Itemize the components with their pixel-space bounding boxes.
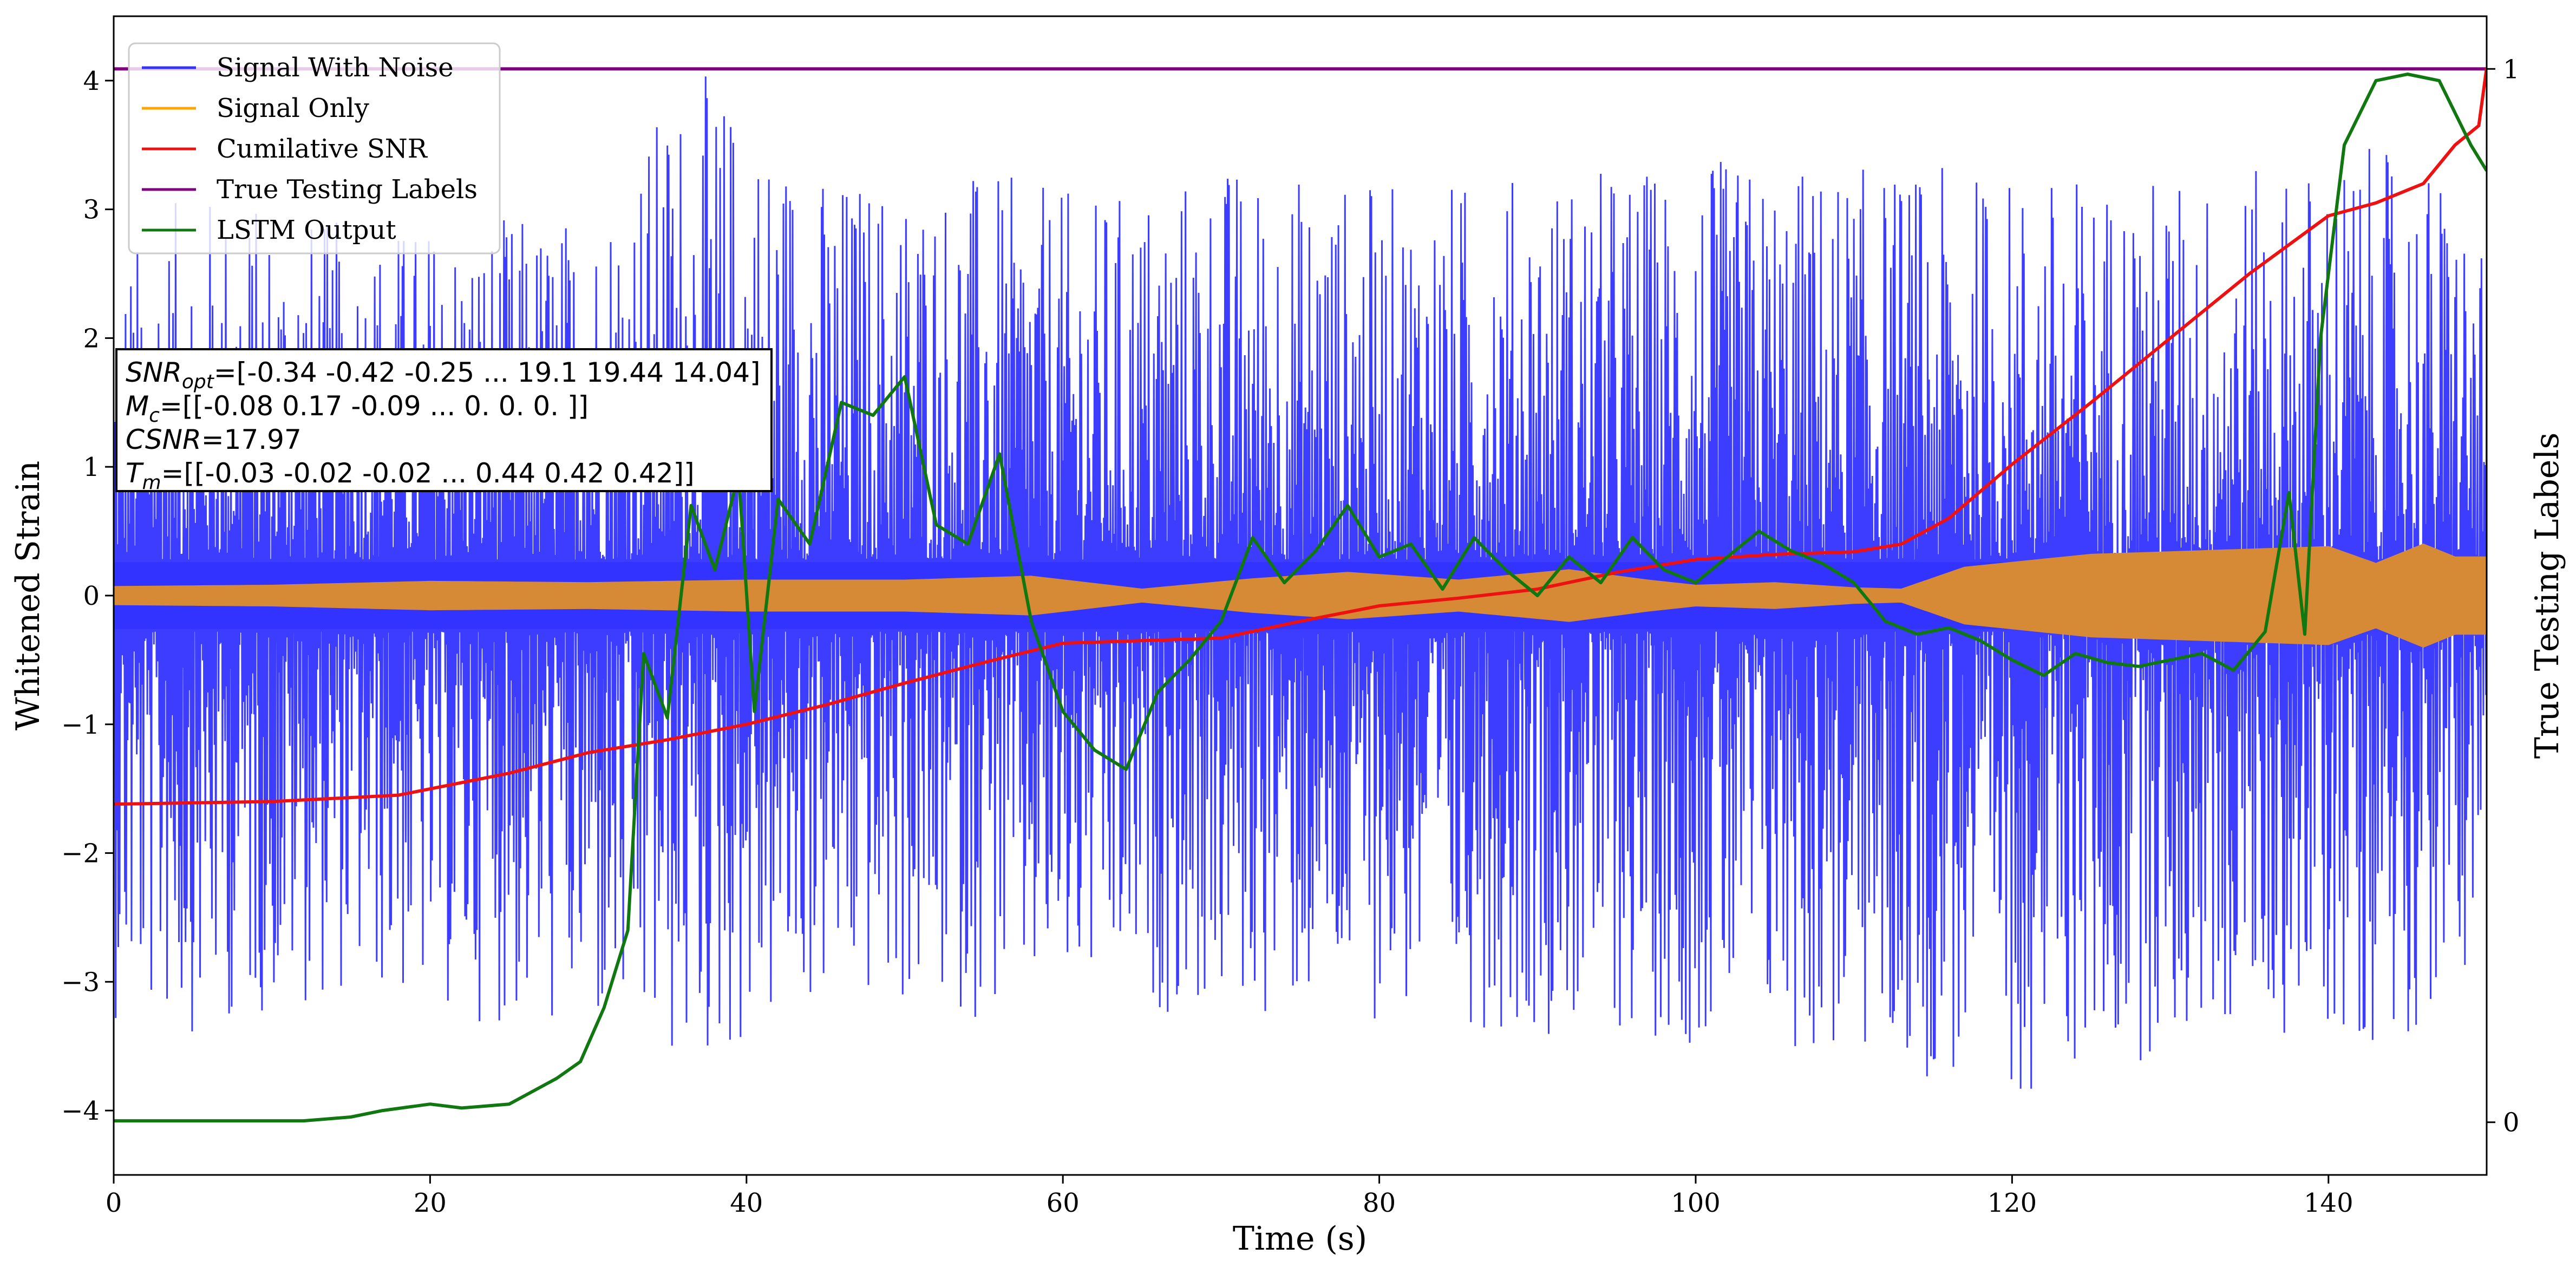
y-right-tick-label: 1 — [2503, 54, 2520, 84]
y-right-axis-label: True Testing Labels — [2528, 433, 2566, 759]
legend-label-cumilative-snr: Cumilative SNR — [217, 134, 428, 164]
signal-only-band — [114, 543, 2487, 648]
y-axis-label: Whitened Strain — [9, 461, 47, 730]
x-tick-label: 100 — [1671, 1188, 1721, 1218]
data-layer — [114, 67, 2487, 1123]
x-axis-label: Time (s) — [1233, 1220, 1367, 1258]
legend: Signal With Noise Signal Only Cumilative S… — [128, 42, 501, 254]
legend-label-signal-with-noise: Signal With Noise — [217, 53, 454, 83]
y-tick-label: −2 — [61, 839, 100, 869]
x-tick-label: 0 — [106, 1188, 122, 1218]
y-tick-label: 1 — [83, 452, 100, 482]
series-signal-only — [114, 543, 2487, 648]
cumilative-snr-line — [114, 67, 2487, 806]
x-tick-label: 40 — [730, 1188, 763, 1218]
annotation-box: SNRopt=[-0.34 -0.42 -0.25 ... 19.1 19.44… — [115, 348, 773, 494]
y-tick-label: 3 — [83, 195, 100, 225]
y-tick-label: −3 — [61, 967, 100, 997]
series-cumilative-snr — [114, 67, 2487, 806]
x-tick-label: 120 — [1987, 1188, 2037, 1218]
x-tick-label: 20 — [414, 1188, 447, 1218]
legend-label-true-testing-labels: True Testing Labels — [217, 174, 478, 205]
x-tick-label: 80 — [1363, 1188, 1396, 1218]
x-tick-label: 60 — [1047, 1188, 1080, 1218]
signal-with-noise-line — [114, 76, 2487, 1089]
legend-box — [128, 42, 501, 254]
annotation-line: Mc=[[-0.08 0.17 -0.09 ... 0. 0. 0. ]] — [126, 390, 589, 427]
y-tick-label: −1 — [61, 710, 100, 740]
y-tick-label: 4 — [83, 66, 100, 96]
y-axis-ticks: −4 −3 −2 −1 0 1 2 3 4 — [61, 66, 114, 1126]
y-tick-label: 0 — [83, 581, 100, 611]
legend-label-signal-only: Signal Only — [217, 93, 369, 123]
y-tick-label: 2 — [83, 323, 100, 354]
x-axis-ticks: 0 20 40 60 80 100 120 140 — [106, 1175, 2353, 1218]
lstm-output-line — [114, 73, 2487, 1123]
y-tick-label: −4 — [61, 1096, 100, 1126]
annotation-line: CSNR=17.97 — [126, 424, 302, 455]
y-right-tick-label: 0 — [2503, 1108, 2520, 1138]
series-lstm-output — [114, 73, 2487, 1123]
legend-label-lstm-output: LSTM Output — [217, 215, 396, 245]
x-tick-label: 140 — [2304, 1188, 2353, 1218]
annotation-line: SNRopt=[-0.34 -0.42 -0.25 ... 19.1 19.44… — [126, 357, 761, 393]
annotation-frame — [115, 348, 773, 492]
annotation-line: Tm=[[-0.03 -0.02 -0.02 ... 0.44 0.42 0.4… — [126, 458, 695, 494]
y-right-axis-ticks: 01 — [2487, 54, 2520, 1138]
